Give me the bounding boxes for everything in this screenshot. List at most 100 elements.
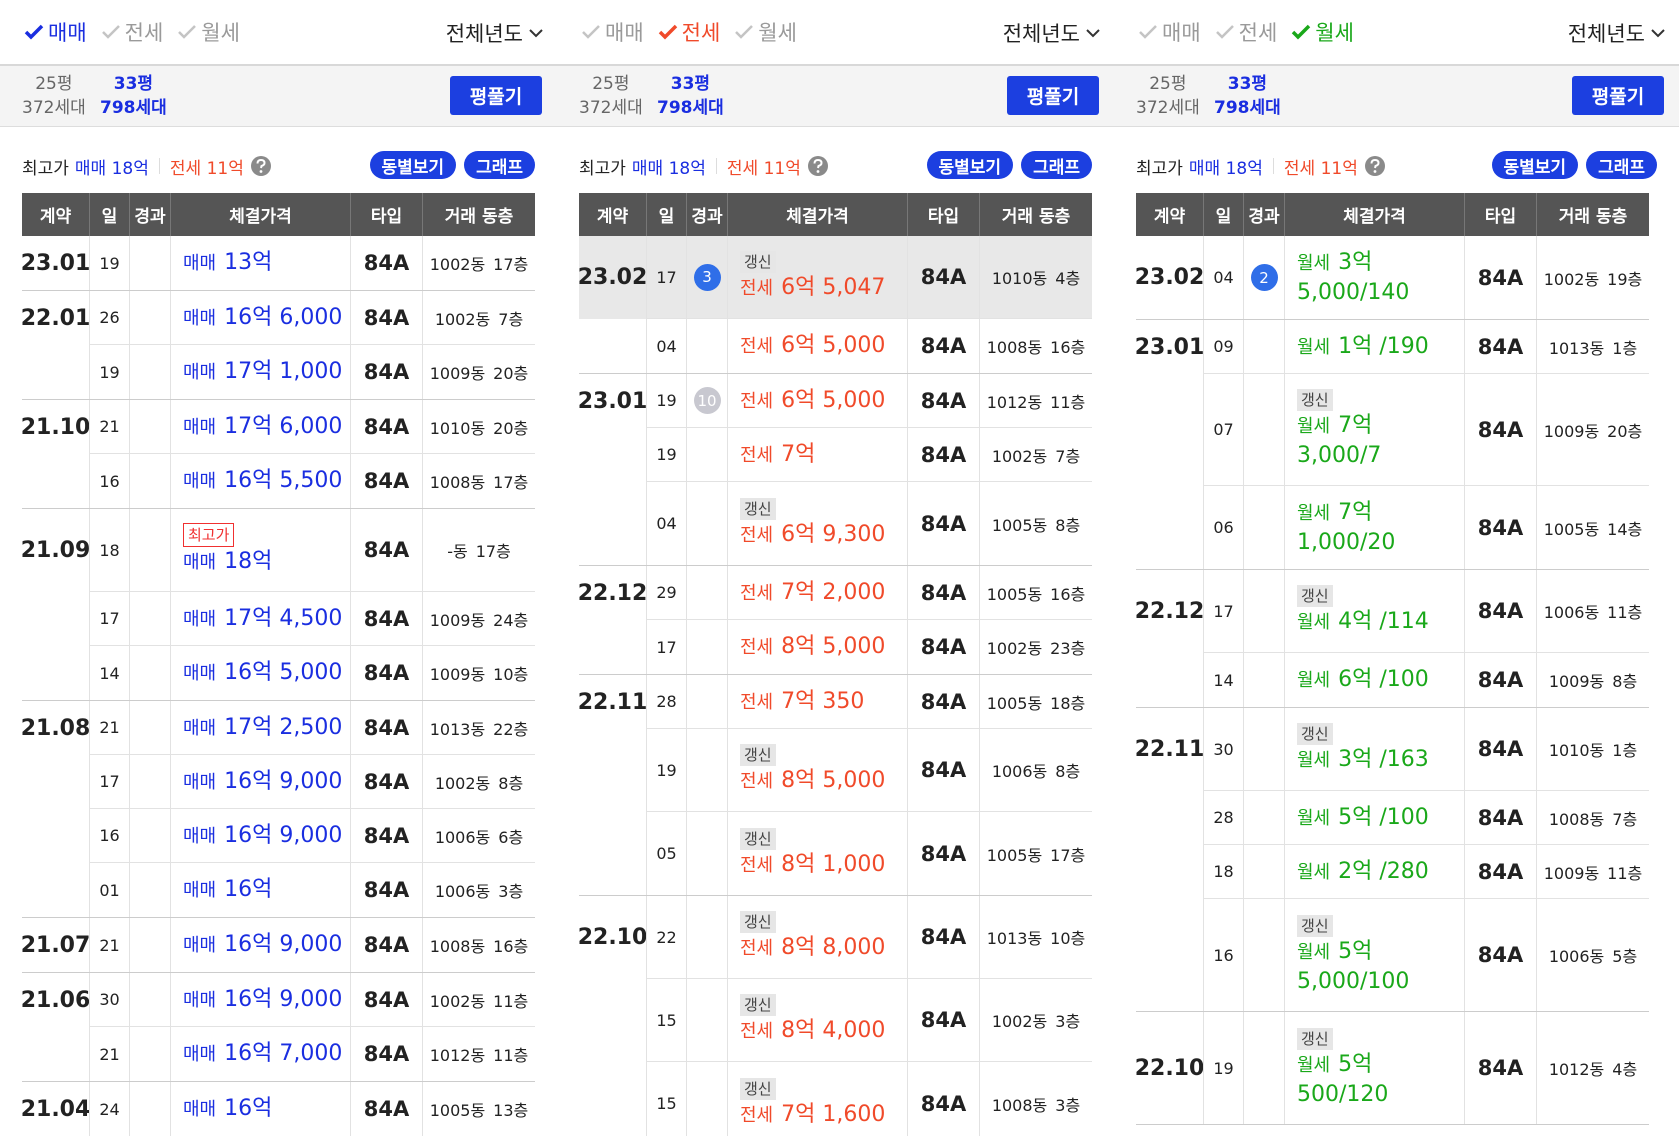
trade-row[interactable]: 24 매매 16억 84A 1005동 13층: [89, 1082, 535, 1136]
trade-row[interactable]: 21 매매 17억 6,000 84A 1010동 20층: [89, 400, 535, 454]
trade-row[interactable]: 19 매매 13억 84A 1002동 17층: [89, 236, 535, 290]
tab-label: 전세: [681, 21, 721, 45]
elapsed-badge: 10: [693, 387, 721, 414]
tab[interactable]: 월세: [177, 17, 240, 47]
trade-row[interactable]: 17 3 갱신 전세 6억 5,047 84A 1010동 4층: [646, 236, 1092, 319]
trade-row[interactable]: 19 전세 7억 84A 1002동 7층: [646, 428, 1092, 482]
trade-row[interactable]: 26 매매 16억 6,000 84A 1002동 7층: [89, 291, 535, 345]
price: 7억 2,000: [781, 579, 886, 605]
trade-row[interactable]: 19 매매 17억 1,000 84A 1009동 20층: [89, 345, 535, 399]
trade-row[interactable]: 28 월세 5억 /100 84A 1008동 7층: [1203, 791, 1649, 845]
chevron: [1651, 29, 1665, 38]
trade-row[interactable]: 06 월세 7억 1,000/20 84A 1005동 14층: [1203, 486, 1649, 569]
expand-button[interactable]: 평풀기: [1572, 76, 1664, 115]
trade-row[interactable]: 04 2 월세 3억 5,000/140 84A 1002동 19층: [1203, 236, 1649, 319]
unit-type: 84A: [350, 809, 422, 862]
price-cell: 매매 16억 9,000: [170, 809, 350, 862]
tab[interactable]: 월세: [1291, 17, 1354, 47]
trade-row[interactable]: 19 갱신 전세 8억 5,000 84A 1006동 8층: [646, 729, 1092, 812]
day: 21: [89, 400, 129, 453]
trade-row[interactable]: 15 갱신 전세 7억 1,600 84A 1008동 3층: [646, 1062, 1092, 1136]
size-option[interactable]: 33평 798세대: [657, 72, 724, 120]
trade-row[interactable]: 21 매매 17억 2,500 84A 1013동 22층: [89, 701, 535, 755]
action-button[interactable]: 그래프: [1021, 151, 1092, 179]
trade-kind: 월세: [1297, 416, 1331, 437]
trade-row[interactable]: 01 매매 16억 84A 1006동 3층: [89, 863, 535, 917]
elapsed-cell: [686, 812, 727, 895]
expand-button[interactable]: 평풀기: [1007, 76, 1099, 115]
unit-type: 84A: [350, 1027, 422, 1081]
trade-row[interactable]: 19 10 전세 6억 5,000 84A 1012동 11층: [646, 374, 1092, 428]
tab[interactable]: 전세: [658, 17, 721, 47]
header-cell: 경과: [686, 193, 727, 236]
trade-row[interactable]: 18 월세 2억 /280 84A 1009동 11층: [1203, 845, 1649, 899]
trade-row[interactable]: 17 매매 16억 9,000 84A 1002동 8층: [89, 755, 535, 809]
unit-type: 84A: [907, 374, 979, 427]
size-option[interactable]: 25평 372세대: [1136, 72, 1200, 120]
trade-row[interactable]: 04 전세 6억 5,000 84A 1008동 16층: [646, 319, 1092, 373]
trade-kind: 매매: [183, 880, 217, 901]
trade-row[interactable]: 18 최고가 매매 18억 84A -동 17층: [89, 509, 535, 592]
size-option[interactable]: 25평 372세대: [579, 72, 643, 120]
tab[interactable]: 매매: [1138, 17, 1201, 47]
expand-button[interactable]: 평풀기: [450, 76, 542, 115]
trade-row[interactable]: 15 갱신 전세 8억 4,000 84A 1002동 3층: [646, 979, 1092, 1062]
size-option[interactable]: 33평 798세대: [100, 72, 167, 120]
building: 1009동: [1548, 672, 1605, 691]
trade-row[interactable]: 19 갱신 월세 5억 500/120 84A 1012동 4층: [1203, 1012, 1649, 1124]
location-cell: 1009동 10층: [422, 646, 535, 700]
trade-row[interactable]: 14 월세 6억 /100 84A 1009동 8층: [1203, 653, 1649, 707]
trade-row[interactable]: 16 매매 16억 9,000 84A 1006동 6층: [89, 809, 535, 863]
trade-row[interactable]: 05 갱신 전세 8억 1,000 84A 1005동 17층: [646, 812, 1092, 895]
size-area: 33평: [1227, 74, 1268, 94]
building: 1013동: [1548, 338, 1605, 358]
trade-row[interactable]: 30 갱신 월세 3억 /163 84A 1010동 1층: [1203, 708, 1649, 791]
trade-row[interactable]: 17 갱신 월세 4억 /114 84A 1006동 11층: [1203, 570, 1649, 653]
tab[interactable]: 전세: [101, 17, 163, 47]
trade-row[interactable]: 22 갱신 전세 8억 8,000 84A 1013동 10층: [646, 896, 1092, 979]
check-icon-part: [24, 24, 44, 40]
trade-row[interactable]: 14 매매 16억 5,000 84A 1009동 10층: [89, 646, 535, 700]
trade-row[interactable]: 17 매매 17억 4,500 84A 1009동 24층: [89, 592, 535, 646]
tab[interactable]: 전세: [1215, 17, 1277, 47]
action-button[interactable]: 그래프: [464, 151, 535, 179]
trade-row[interactable]: 28 전세 7억 350 84A 1005동 18층: [646, 675, 1092, 729]
trade-row[interactable]: 30 매매 16억 9,000 84A 1002동 11층: [89, 973, 535, 1027]
price-tag: 갱신: [1297, 389, 1333, 411]
trade-row[interactable]: 21 매매 16억 7,000 84A 1012동 11층: [89, 1027, 535, 1081]
trade-row[interactable]: 16 매매 16억 5,500 84A 1008동 17층: [89, 454, 535, 508]
building: 1006동: [434, 882, 491, 901]
building: 1002동: [986, 639, 1043, 658]
tab[interactable]: 매매: [24, 17, 87, 47]
year-select[interactable]: 전체년도: [1003, 18, 1100, 48]
trade-row[interactable]: 29 전세 7억 2,000 84A 1005동 16층: [646, 566, 1092, 620]
trade-row[interactable]: 16 갱신 월세 5억 5,000/100 84A 1006동 5층: [1203, 899, 1649, 1011]
day: 28: [1203, 791, 1243, 844]
elapsed-cell: [129, 454, 170, 508]
action-button[interactable]: 동별보기: [926, 151, 1014, 179]
price-cell: 매매 17억 1,000: [170, 345, 350, 399]
elapsed-cell: [686, 1062, 727, 1136]
building: 1002동: [429, 255, 486, 274]
year-select[interactable]: 전체년도: [1568, 18, 1665, 48]
location-cell: 1012동 4층: [1536, 1012, 1649, 1124]
action-button[interactable]: 동별보기: [369, 151, 457, 179]
size-option[interactable]: 33평 798세대: [1214, 72, 1281, 120]
trade-row[interactable]: 04 갱신 전세 6억 9,300 84A 1005동 8층: [646, 482, 1092, 565]
action-button[interactable]: 동별보기: [1491, 151, 1579, 179]
trade-row[interactable]: 21 매매 16억 9,000 84A 1008동 16층: [89, 918, 535, 972]
month-group: 22.12 29 전세 7억 2,000 84A 1005동 16층 17 전세 8억 5,000…: [578, 566, 1092, 675]
trade-row[interactable]: 09 월세 1억 /190 84A 1013동 1층: [1203, 320, 1649, 374]
building: 1005동: [986, 584, 1043, 604]
action-button[interactable]: 그래프: [1586, 151, 1657, 179]
tab[interactable]: 월세: [734, 17, 797, 47]
trade-row[interactable]: 07 갱신 월세 7억 3,000/7 84A 1009동 20층: [1203, 374, 1649, 486]
year-select[interactable]: 전체년도: [446, 18, 543, 48]
size-option[interactable]: 25평 372세대: [22, 72, 86, 120]
tab[interactable]: 매매: [581, 17, 644, 47]
price: 16억 7,000: [224, 1041, 343, 1066]
trade-row[interactable]: 17 전세 8억 5,000 84A 1002동 23층: [646, 620, 1092, 674]
building: 1010동: [1548, 741, 1605, 760]
day: 30: [1203, 708, 1243, 790]
building: 1005동: [986, 845, 1043, 865]
